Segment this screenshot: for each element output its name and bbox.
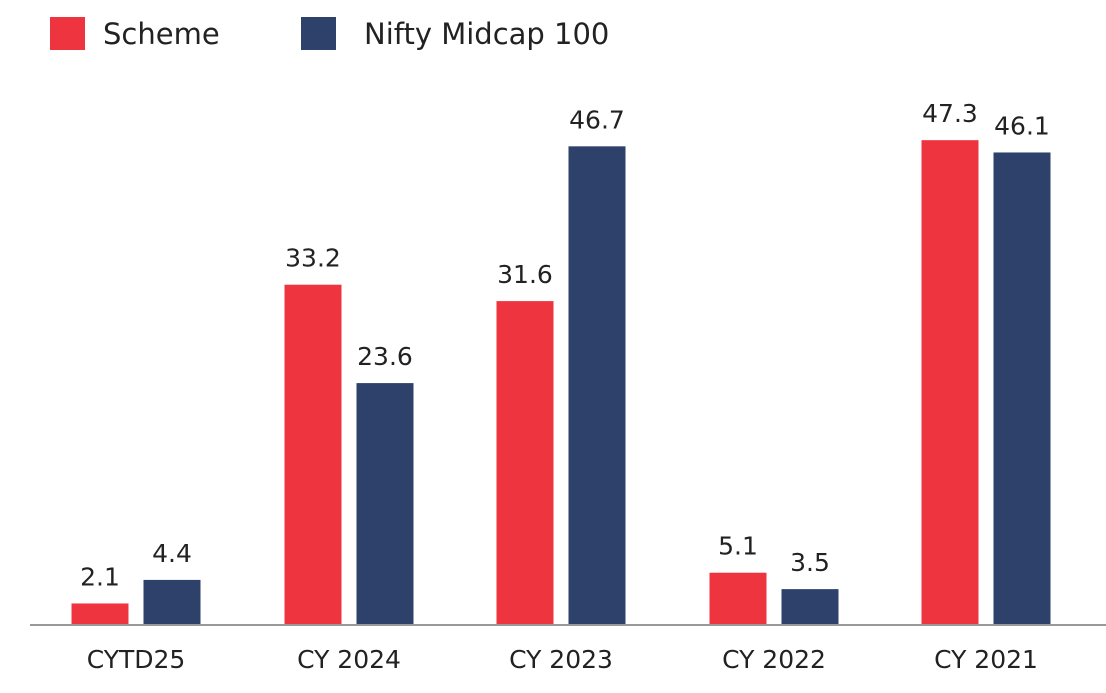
legend-label-scheme: Scheme [103, 17, 220, 51]
bar-nifty-midcap-100-cytd25 [143, 579, 201, 625]
bar-scheme-cy-2021 [921, 140, 979, 626]
legend-label-nifty-midcap-100: Nifty Midcap 100 [364, 17, 609, 51]
bar-nifty-midcap-100-cy-2023 [568, 146, 626, 625]
legend: Scheme Nifty Midcap 100 [50, 17, 609, 51]
bar-nifty-midcap-100-cy-2024 [356, 383, 414, 625]
bar-scheme-cy-2023 [496, 301, 554, 625]
data-label-scheme-cy-2024: 33.2 [285, 244, 341, 273]
bars [71, 140, 1051, 626]
legend-swatch-scheme [50, 17, 85, 50]
data-label-scheme-cy-2021: 47.3 [922, 99, 978, 128]
x-tick-label-cy-2024: CY 2024 [297, 645, 401, 674]
data-label-scheme-cy-2022: 5.1 [718, 532, 758, 561]
data-label-scheme-cytd25: 2.1 [80, 562, 120, 591]
data-label-nifty-midcap-100-cy-2024: 23.6 [357, 342, 413, 371]
data-label-nifty-midcap-100-cy-2023: 46.7 [569, 105, 625, 134]
x-tick-label-cy-2023: CY 2023 [509, 645, 613, 674]
data-label-nifty-midcap-100-cytd25: 4.4 [152, 539, 192, 568]
x-tick-label-cytd25: CYTD25 [87, 645, 186, 674]
x-axis-tick-labels: CYTD25 CY 2024 CY 2023 CY 2022 CY 2021 [87, 645, 1038, 674]
data-label-nifty-midcap-100-cy-2022: 3.5 [790, 548, 830, 577]
x-tick-label-cy-2021: CY 2021 [934, 645, 1038, 674]
data-labels: 2.1 4.4 33.2 23.6 31.6 46.7 5.1 3.5 47.3 46.1 [80, 99, 1050, 591]
bar-scheme-cy-2024 [284, 284, 342, 625]
legend-swatch-nifty-midcap-100 [301, 17, 336, 50]
bar-nifty-midcap-100-cy-2022 [781, 589, 839, 625]
data-label-scheme-cy-2023: 31.6 [497, 260, 553, 289]
bar-scheme-cytd25 [71, 603, 129, 625]
data-label-nifty-midcap-100-cy-2021: 46.1 [994, 111, 1050, 140]
bar-nifty-midcap-100-cy-2021 [993, 152, 1051, 625]
bar-scheme-cy-2022 [709, 572, 767, 625]
x-tick-label-cy-2022: CY 2022 [722, 645, 826, 674]
